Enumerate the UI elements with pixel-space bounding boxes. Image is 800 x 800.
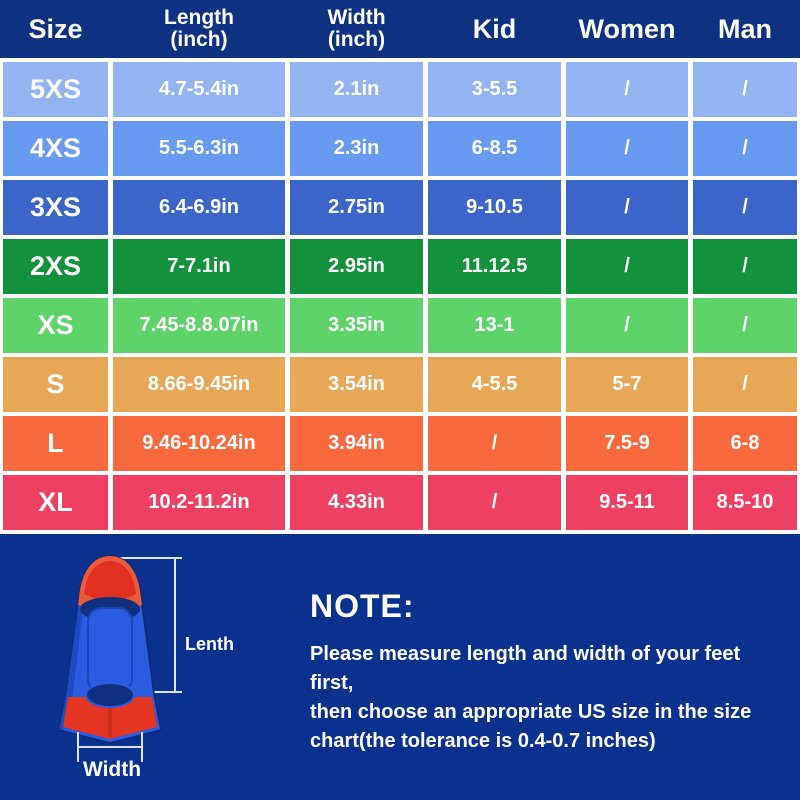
cell-man: 6-8 [693, 416, 797, 471]
cell-women: / [566, 62, 688, 117]
cell-kid: 6-8.5 [428, 121, 561, 176]
width-measure-lines [77, 732, 143, 762]
length-label: Lenth [185, 634, 234, 654]
cell-width: 3.54in [290, 357, 423, 412]
cell-length: 5.5-6.3in [113, 121, 285, 176]
table-row: XS 7.45-8.8.07in 3.35in 13-1// [3, 298, 797, 353]
cell-man: / [693, 357, 797, 412]
cell-women: / [566, 180, 688, 235]
cell-length: 7.45-8.8.07in [113, 298, 285, 353]
cell-size: S [3, 357, 108, 412]
column-header-label: Length [164, 5, 234, 29]
cell-width: 2.95in [290, 239, 423, 294]
size-chart-rows: 5XS 4.7-5.4in 2.1in 3-5.5//4XS 5.5-6.3in 2.3i… [0, 58, 800, 534]
table-row: 4XS 5.5-6.3in 2.3in 6-8.5// [3, 121, 797, 176]
cell-size: 4XS [3, 121, 108, 176]
cell-length: 6.4-6.9in [113, 180, 285, 235]
column-header-label: Man [718, 13, 772, 44]
table-row: 3XS 6.4-6.9in 2.75in 9-10.5// [3, 180, 797, 235]
cell-kid: 4-5.5 [428, 357, 561, 412]
cell-width: 3.35in [290, 298, 423, 353]
cell-size: 5XS [3, 62, 108, 117]
cell-kid: 11.12.5 [428, 239, 561, 294]
cell-length: 8.66-9.45in [113, 357, 285, 412]
cell-man: / [693, 121, 797, 176]
column-header-label: Women [578, 13, 676, 44]
table-row: 5XS 4.7-5.4in 2.1in 3-5.5// [3, 62, 797, 117]
note-line: Please measure length and width of your … [310, 643, 741, 694]
width-label: Width [82, 758, 142, 781]
cell-kid: / [428, 475, 561, 530]
fin-toe-cap-inner [84, 561, 136, 601]
table-row: L 9.46-10.24in 3.94in/7.5-9 6-8 [3, 416, 797, 471]
cell-length: 9.46-10.24in [113, 416, 285, 471]
cell-width: 3.94in [290, 416, 423, 471]
cell-length: 7-7.1in [113, 239, 285, 294]
note-line: then choose an appropriate US size in th… [310, 701, 752, 723]
table-row: 2XS 7-7.1in 2.95in 11.12.5// [3, 239, 797, 294]
column-header-women: Women [566, 13, 688, 44]
cell-width: 2.1in [290, 62, 423, 117]
cell-women: 5-7 [566, 357, 688, 412]
cell-women: / [566, 298, 688, 353]
cell-width: 2.3in [290, 121, 423, 176]
cell-size: XL [3, 475, 108, 530]
column-header-label: Size [28, 13, 83, 44]
cell-kid: 3-5.5 [428, 62, 561, 117]
cell-size: L [3, 416, 108, 471]
table-row: S 8.66-9.45in 3.54in 4-5.5 5-7/ [3, 357, 797, 412]
cell-women: / [566, 239, 688, 294]
cell-man: 8.5-10 [693, 475, 797, 530]
cell-width: 2.75in [290, 180, 423, 235]
fin-heel-opening [85, 682, 135, 708]
cell-kid: 9-10.5 [428, 180, 561, 235]
cell-man: / [693, 62, 797, 117]
cell-size: 2XS [3, 239, 108, 294]
column-header-length: Length (inch) [113, 5, 285, 51]
table-header-row: Size Length (inch) Width (inch) Kid Wome… [0, 0, 800, 58]
column-header-kid: Kid [428, 13, 561, 44]
cell-women: / [566, 121, 688, 176]
cell-women: 7.5-9 [566, 416, 688, 471]
cell-kid: / [428, 416, 561, 471]
column-header-sublabel: (inch) [170, 28, 228, 51]
column-header-sublabel: (inch) [327, 28, 386, 51]
note-title: NOTE: [310, 588, 415, 624]
column-header-label: Width [327, 5, 386, 29]
cell-length: 10.2-11.2in [113, 475, 285, 530]
column-header-size: Size [3, 13, 108, 44]
fin-illustration [58, 555, 182, 762]
fin-shading [59, 598, 84, 730]
note-block: NOTE: Please measure length and width of… [310, 588, 788, 756]
cell-kid: 13-1 [428, 298, 561, 353]
cell-man: / [693, 180, 797, 235]
cell-man: / [693, 298, 797, 353]
table-row: XL 10.2-11.2in 4.33in/9.5-11 8.5-10 [3, 475, 797, 530]
note-section: Lenth Width NOTE: Please measure length … [0, 534, 800, 800]
note-line: chart(the tolerance is 0.4-0.7 inches) [310, 730, 656, 752]
cell-women: 9.5-11 [566, 475, 688, 530]
cell-size: XS [3, 298, 108, 353]
column-header-label: Kid [472, 13, 517, 44]
column-header-man: Man [693, 13, 797, 44]
column-header-width: Width (inch) [290, 5, 423, 51]
cell-size: 3XS [3, 180, 108, 235]
cell-length: 4.7-5.4in [113, 62, 285, 117]
cell-man: / [693, 239, 797, 294]
cell-width: 4.33in [290, 475, 423, 530]
fin-foot-tunnel [87, 607, 133, 693]
